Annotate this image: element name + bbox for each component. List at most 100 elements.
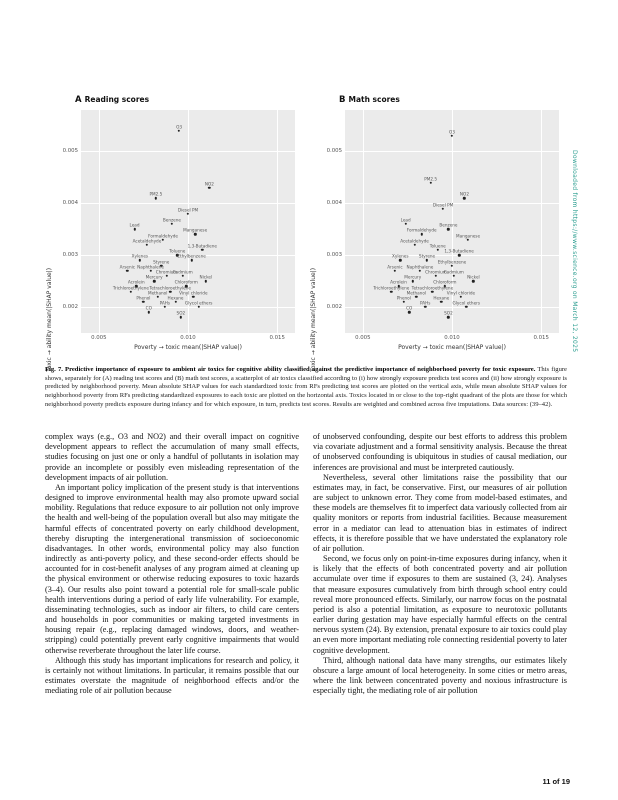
figure-7: A Reading scores Toxic → ability mean(|SH… (45, 95, 565, 371)
scatter-point (126, 269, 129, 272)
scatter-point (149, 269, 152, 272)
x-axis-label-math: Poverty → toxic mean(|SHAP value|) (398, 344, 506, 351)
scatter-point (418, 269, 422, 272)
scatter-point (393, 269, 397, 272)
scatter-point (201, 248, 204, 252)
scatter-point (466, 238, 470, 241)
scatter-point-label: Xylenes (131, 253, 149, 259)
scatter-point (177, 129, 181, 132)
scatter-point (208, 186, 211, 189)
scatter-point-label: Glycol ethers (452, 300, 481, 306)
gridline-vertical (277, 110, 279, 333)
y-tick-label: 0.002 (326, 304, 342, 311)
scatter-point-label: Arsenic (387, 264, 403, 270)
scatter-point (145, 243, 149, 247)
scatter-point (156, 295, 159, 298)
scatter-point (147, 311, 150, 314)
scatter-point (185, 285, 188, 288)
scatter-point-label: Toluene (429, 243, 446, 249)
scatter-point (399, 259, 402, 262)
scatter-point-label: Cadmium (443, 269, 464, 275)
paragraph: Second, we focus only on point-in-time e… (313, 554, 567, 655)
figure-caption: Fig. 7. Predictive importance of exposur… (45, 366, 567, 410)
figure-caption-lead: Fig. 7. Predictive importance of exposur… (45, 366, 536, 373)
scatter-point-label: 1,3-Butadiene (444, 248, 474, 254)
x-tick-label: 0.015 (269, 335, 285, 341)
scatter-point-label: Styrene (418, 253, 436, 259)
scatter-point-label: Ethylbenzene (177, 253, 206, 259)
figure-caption-body: This figure shows, separately for (A) re… (45, 366, 567, 408)
scatter-point-label: Lead (400, 217, 411, 223)
scatter-point-label: CO (406, 305, 413, 311)
scatter-point-label: Acetaldehyde (400, 238, 429, 244)
y-axis-label-reading: Toxic → ability mean(|SHAP value|) (46, 267, 53, 372)
panel-b-title: B Math scores (339, 95, 400, 105)
scatter-point-label: PM2.5 (149, 191, 163, 197)
scatter-point-label: Lead (129, 222, 140, 228)
scatter-point-label: PM2.5 (424, 175, 437, 181)
gridline-vertical (362, 110, 364, 333)
scatter-point (193, 233, 197, 236)
scatter-point-label: Glycol ethers (184, 300, 213, 306)
y-tick-label: 0.005 (62, 148, 78, 155)
y-tick-label: 0.004 (62, 200, 78, 207)
paragraph: An important policy implication of the p… (45, 482, 299, 655)
x-axis-label-reading: Poverty → toxic mean(|SHAP value|) (134, 344, 242, 351)
x-tick-label: 0.005 (91, 335, 107, 341)
scatter-point (161, 238, 165, 241)
scatter-point-label: SO2 (176, 310, 186, 316)
scatter-plot-reading: 0.002 0.003 0.004 0.005 0.005 0.010 0.015 O3 NO2… (63, 110, 295, 341)
x-tick-label: 0.005 (355, 335, 371, 341)
scatter-point-label: Tetrachloroethylene (411, 284, 454, 290)
right-column: of unobserved confounding, despite our b… (313, 432, 567, 696)
scatter-point-label: PAHs (159, 300, 171, 306)
scatter-point-label: Chloroform (433, 279, 457, 285)
panel-a-tag: A (75, 95, 82, 105)
scatter-point (170, 222, 174, 226)
scatter-point-label: Mercury (404, 274, 422, 280)
scatter-point (472, 279, 475, 283)
panel-a-title-text: Reading scores (84, 95, 150, 104)
gridline-vertical (452, 110, 453, 333)
y-tick-label: 0.002 (62, 304, 78, 311)
scatter-point (186, 212, 190, 215)
scatter-point (176, 254, 179, 257)
scatter-point-label: O3 (176, 123, 183, 129)
scatter-point (441, 207, 445, 210)
scatter-plot-math: 0.002 0.003 0.004 0.005 0.005 0.010 0.015 O3 PM2… (327, 110, 559, 341)
scatter-point-label: Phenol (136, 295, 151, 301)
scatter-point (390, 290, 393, 293)
scatter-point (142, 300, 145, 304)
scatter-point-label: Vinyl chloride (179, 289, 208, 295)
scatter-point-label: Chromium (155, 269, 178, 275)
scatter-point (138, 259, 142, 262)
scatter-point-label: Benzene (439, 222, 458, 228)
y-tick-label: 0.003 (326, 252, 342, 259)
y-tick-label: 0.003 (62, 252, 78, 259)
scatter-point-label: NO2 (459, 191, 470, 197)
scatter-point (425, 259, 429, 262)
y-axis-label-math: Toxic → ability mean(|SHAP value|) (310, 267, 317, 372)
scatter-point-label: Chromium (425, 269, 447, 275)
scatter-point-label: Styrene (153, 258, 170, 264)
scatter-point (429, 181, 432, 184)
paragraph: Third, although national data have many … (313, 655, 567, 696)
scatter-point (152, 279, 156, 283)
scatter-point-label: Acrolein (390, 279, 407, 285)
figure-panel-reading: A Reading scores Toxic → ability mean(|SH… (45, 95, 301, 371)
scatter-point (440, 300, 443, 304)
scatter-point (452, 274, 455, 278)
scatter-point-label: Toluene (169, 248, 186, 254)
scatter-point-label: Hexane (433, 295, 450, 301)
scatter-point (174, 300, 177, 304)
scatter-point (443, 285, 447, 288)
panel-a-title: A Reading scores (75, 95, 149, 105)
scatter-point-label: Methanol (406, 289, 427, 295)
gridline-vertical (541, 110, 543, 333)
y-tick-label: 0.004 (326, 200, 342, 207)
page-number: 11 of 19 (542, 777, 570, 786)
scatter-point-label: Chloroform (174, 279, 198, 285)
scatter-point (457, 254, 461, 257)
scatter-point (154, 196, 158, 200)
scatter-point-label: Ethylbenzene (437, 258, 467, 264)
